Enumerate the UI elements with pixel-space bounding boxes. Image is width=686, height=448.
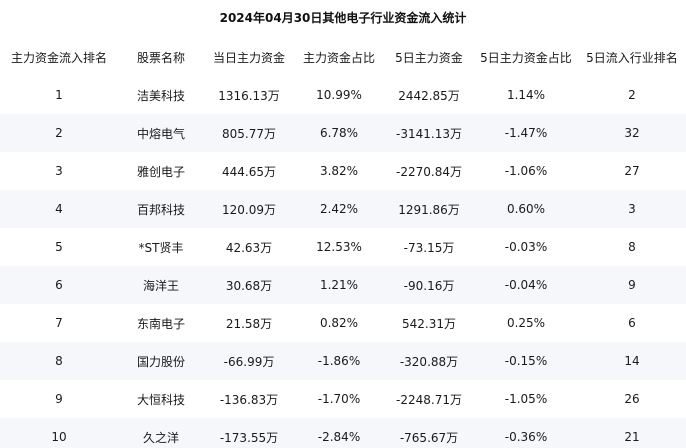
cell-stock-name: 百邦科技 [136, 202, 185, 217]
cell-daily-main-funds: 805.77万 [222, 126, 276, 141]
cell-rank: 10 [51, 430, 67, 444]
table-row: 10 久之洋 -173.55万 -2.84% -765.67万 -0.36% 21 [0, 418, 686, 448]
cell-daily-main-funds: 21.58万 [225, 316, 273, 331]
cell-main-funds-ratio: 12.53% [316, 240, 362, 254]
cell-rank: 8 [55, 354, 63, 368]
table-row: 2 中熔电气 805.77万 6.78% -3141.13万 -1.47% 32 [0, 114, 686, 152]
cell-5day-industry-rank: 21 [624, 430, 640, 444]
cell-main-funds-ratio: 0.82% [319, 316, 359, 330]
cell-main-funds-ratio: 10.99% [316, 88, 362, 102]
cell-main-funds-ratio: 2.42% [319, 202, 359, 216]
cell-stock-name: 中熔电气 [136, 126, 185, 141]
cell-5day-main-funds-ratio: 1.14% [506, 88, 546, 102]
header-5day-main-funds: 5日主力资金 [395, 50, 463, 65]
cell-5day-industry-rank: 6 [628, 316, 636, 330]
cell-5day-main-funds-ratio: -0.15% [504, 354, 548, 368]
table-row: 5 *ST贤丰 42.63万 12.53% -73.15万 -0.03% 8 [0, 228, 686, 266]
cell-5day-industry-rank: 2 [628, 88, 636, 102]
cell-5day-main-funds: -2270.84万 [396, 164, 462, 179]
cell-5day-main-funds: 1291.86万 [398, 202, 460, 217]
cell-5day-main-funds-ratio: -1.47% [504, 126, 548, 140]
cell-5day-industry-rank: 9 [628, 278, 636, 292]
cell-stock-name: 大恒科技 [136, 392, 185, 407]
cell-main-funds-ratio: 6.78% [319, 126, 359, 140]
cell-daily-main-funds: 30.68万 [225, 278, 273, 293]
cell-main-funds-ratio: 1.21% [319, 278, 359, 292]
cell-5day-main-funds-ratio: -1.05% [504, 392, 548, 406]
cell-5day-main-funds: 542.31万 [402, 316, 456, 331]
cell-5day-main-funds-ratio: 0.60% [506, 202, 546, 216]
cell-main-funds-ratio: -1.86% [317, 354, 361, 368]
table-header-row: 主力资金流入排名 股票名称 当日主力资金 主力资金占比 5日主力资金 5日主力资… [0, 38, 686, 76]
cell-rank: 9 [55, 392, 63, 406]
table-body: 1 洁美科技 1316.13万 10.99% 2442.85万 1.14% 2 2 中熔电气 80… [0, 76, 686, 448]
table-row: 6 海洋王 30.68万 1.21% -90.16万 -0.04% 9 [0, 266, 686, 304]
table-row: 8 国力股份 -66.99万 -1.86% -320.88万 -0.15% 14 [0, 342, 686, 380]
cell-stock-name: 海洋王 [142, 278, 179, 293]
header-5day-industry-rank: 5日流入行业排名 [586, 50, 678, 65]
table-row: 4 百邦科技 120.09万 2.42% 1291.86万 0.60% 3 [0, 190, 686, 228]
cell-main-funds-ratio: -1.70% [317, 392, 361, 406]
cell-stock-name: 洁美科技 [136, 88, 185, 103]
cell-5day-main-funds: -320.88万 [399, 354, 459, 369]
cell-5day-industry-rank: 32 [624, 126, 640, 140]
cell-5day-main-funds: -2248.71万 [396, 392, 462, 407]
cell-rank: 1 [55, 88, 63, 102]
cell-daily-main-funds: 120.09万 [222, 202, 276, 217]
cell-daily-main-funds: -66.99万 [223, 354, 275, 369]
cell-5day-main-funds-ratio: -1.06% [504, 164, 548, 178]
table-row: 7 东南电子 21.58万 0.82% 542.31万 0.25% 6 [0, 304, 686, 342]
cell-5day-industry-rank: 26 [624, 392, 640, 406]
cell-daily-main-funds: 42.63万 [225, 240, 273, 255]
header-daily-main-funds: 当日主力资金 [212, 50, 285, 65]
table-row: 1 洁美科技 1316.13万 10.99% 2442.85万 1.14% 2 [0, 76, 686, 114]
cell-stock-name: *ST贤丰 [138, 240, 184, 255]
cell-5day-main-funds: -3141.13万 [396, 126, 462, 141]
cell-5day-main-funds: -90.16万 [403, 278, 455, 293]
cell-5day-industry-rank: 3 [628, 202, 636, 216]
cell-rank: 4 [55, 202, 63, 216]
cell-stock-name: 久之洋 [142, 430, 179, 445]
cell-5day-main-funds-ratio: -0.36% [504, 430, 548, 444]
cell-5day-main-funds: 2442.85万 [398, 88, 460, 103]
cell-5day-industry-rank: 14 [624, 354, 640, 368]
table-row: 9 大恒科技 -136.83万 -1.70% -2248.71万 -1.05% 26 [0, 380, 686, 418]
cell-5day-main-funds-ratio: -0.03% [504, 240, 548, 254]
cell-stock-name: 雅创电子 [136, 164, 185, 179]
cell-5day-main-funds: -765.67万 [399, 430, 459, 445]
header-rank: 主力资金流入排名 [10, 50, 107, 65]
fund-flow-table: 主力资金流入排名 股票名称 当日主力资金 主力资金占比 5日主力资金 5日主力资… [0, 38, 686, 448]
header-stock-name: 股票名称 [136, 50, 185, 65]
cell-5day-main-funds: -73.15万 [403, 240, 455, 255]
cell-main-funds-ratio: -2.84% [317, 430, 361, 444]
cell-daily-main-funds: -136.83万 [219, 392, 279, 407]
cell-stock-name: 国力股份 [136, 354, 185, 369]
cell-rank: 7 [55, 316, 63, 330]
cell-5day-industry-rank: 27 [624, 164, 640, 178]
cell-5day-main-funds-ratio: -0.04% [504, 278, 548, 292]
cell-daily-main-funds: 444.65万 [222, 164, 276, 179]
cell-rank: 3 [55, 164, 63, 178]
cell-daily-main-funds: 1316.13万 [218, 88, 280, 103]
cell-rank: 6 [55, 278, 63, 292]
cell-5day-main-funds-ratio: 0.25% [506, 316, 546, 330]
cell-rank: 5 [55, 240, 63, 254]
cell-daily-main-funds: -173.55万 [219, 430, 279, 445]
header-5day-main-funds-ratio: 5日主力资金占比 [480, 50, 572, 65]
cell-stock-name: 东南电子 [136, 316, 185, 331]
cell-main-funds-ratio: 3.82% [319, 164, 359, 178]
cell-rank: 2 [55, 126, 63, 140]
header-main-funds-ratio: 主力资金占比 [302, 50, 375, 65]
table-row: 3 雅创电子 444.65万 3.82% -2270.84万 -1.06% 27 [0, 152, 686, 190]
table-title: 2024年04月30日其他电子行业资金流入统计 [219, 11, 467, 25]
cell-5day-industry-rank: 8 [628, 240, 636, 254]
